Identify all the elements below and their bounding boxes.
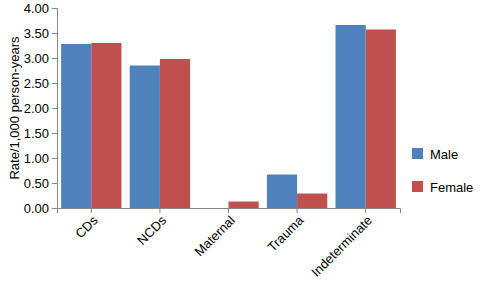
bar	[336, 25, 366, 208]
legend: Male Female	[412, 147, 473, 195]
y-tick: 3.50	[24, 26, 57, 41]
y-axis-title: Rate/1,000 person-years	[7, 36, 22, 180]
y-tick-label: 1.00	[24, 151, 49, 166]
y-tick: 3.00	[24, 51, 57, 66]
y-tick-mark	[52, 58, 57, 59]
bar	[160, 59, 190, 208]
bar	[91, 43, 121, 208]
y-tick: 0.00	[24, 201, 57, 216]
x-axis-line	[58, 209, 401, 214]
y-tick-label: 1.50	[24, 126, 49, 141]
bar	[61, 44, 91, 208]
y-tick-label: 0.50	[24, 176, 49, 191]
plot: 0.00 0.50 1.00 1.50 2.00 2.50 3.00 3.50 4.00 CDs N…	[24, 1, 401, 280]
bar	[366, 30, 396, 209]
legend-swatch	[412, 148, 423, 159]
legend-label: Male	[430, 147, 458, 162]
legend-item: Male	[412, 147, 458, 162]
y-tick-label: 0.00	[24, 201, 49, 216]
bar	[229, 202, 259, 209]
x-tick: CDs	[72, 208, 101, 241]
bar	[267, 175, 297, 209]
bar	[198, 208, 228, 209]
y-tick-mark	[52, 208, 57, 209]
x-tick: Trauma	[264, 208, 306, 255]
y-tick-label: 2.00	[24, 101, 49, 116]
y-tick-label: 3.50	[24, 26, 49, 41]
x-tick-mark	[228, 208, 229, 213]
y-tick-mark	[52, 33, 57, 34]
y-tick: 1.50	[24, 126, 57, 141]
x-axis: CDs NCDs Maternal TraumaIndeterminate	[58, 208, 401, 280]
legend-item: Female	[412, 180, 473, 195]
y-tick-label: 2.50	[24, 76, 49, 91]
y-tick: 4.00	[24, 1, 57, 16]
x-tick-label: Maternal	[191, 213, 237, 259]
y-axis-line	[52, 9, 58, 209]
y-tick-mark	[52, 158, 57, 159]
legend-label: Female	[430, 180, 473, 195]
x-tick-mark	[159, 208, 160, 213]
y-tick: 1.00	[24, 151, 57, 166]
bar	[297, 194, 327, 209]
y-tick-label: 4.00	[24, 1, 49, 16]
x-tick-mark	[365, 208, 366, 213]
chart: 0.00 0.50 1.00 1.50 2.00 2.50 3.00 3.50 4.00 CDs N…	[0, 0, 500, 288]
x-tick-mark	[297, 208, 298, 213]
x-tick: Indeterminate	[308, 208, 375, 280]
y-tick-mark	[52, 83, 57, 84]
y-tick-mark	[52, 133, 57, 134]
y-tick-label: 3.00	[24, 51, 49, 66]
y-axis: 0.00 0.50 1.00 1.50 2.00 2.50 3.00 3.50 4.00	[24, 1, 58, 216]
legend-swatch	[412, 181, 423, 192]
y-tick-mark	[52, 8, 57, 9]
x-tick-label: NCDs	[134, 212, 169, 247]
y-tick-mark	[52, 183, 57, 184]
x-tick-label: Trauma	[264, 212, 306, 254]
x-tick: Maternal	[191, 208, 237, 259]
x-tick-label: CDs	[72, 212, 101, 241]
bars	[61, 25, 396, 208]
x-tick: NCDs	[134, 208, 169, 248]
x-tick-label: Indeterminate	[308, 213, 375, 280]
bar	[130, 66, 160, 209]
y-tick: 2.50	[24, 76, 57, 91]
y-tick-mark	[52, 108, 57, 109]
y-tick: 0.50	[24, 176, 57, 191]
x-tick-mark	[91, 208, 92, 213]
y-tick: 2.00	[24, 101, 57, 116]
